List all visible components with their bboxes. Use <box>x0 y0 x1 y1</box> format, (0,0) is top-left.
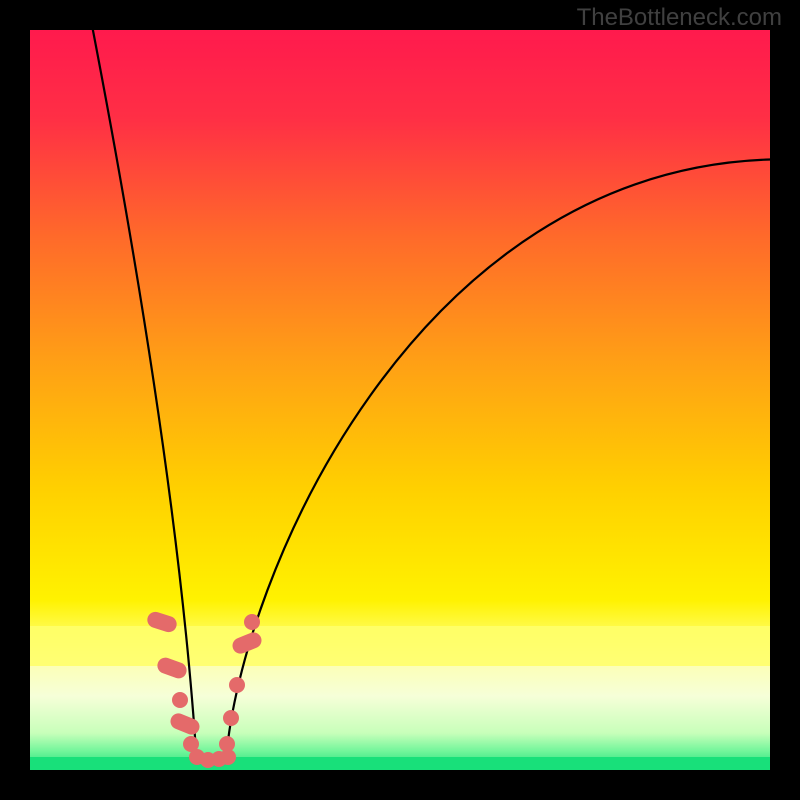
data-marker <box>229 677 245 693</box>
data-marker <box>244 614 260 630</box>
data-marker <box>220 749 236 765</box>
data-marker <box>172 692 188 708</box>
data-marker <box>223 710 239 726</box>
marker-layer <box>30 30 770 770</box>
plot-area <box>30 30 770 770</box>
data-marker <box>168 711 202 737</box>
data-marker <box>145 610 178 634</box>
data-marker <box>230 630 264 656</box>
data-marker <box>155 655 189 680</box>
watermark-text: TheBottleneck.com <box>577 4 782 32</box>
